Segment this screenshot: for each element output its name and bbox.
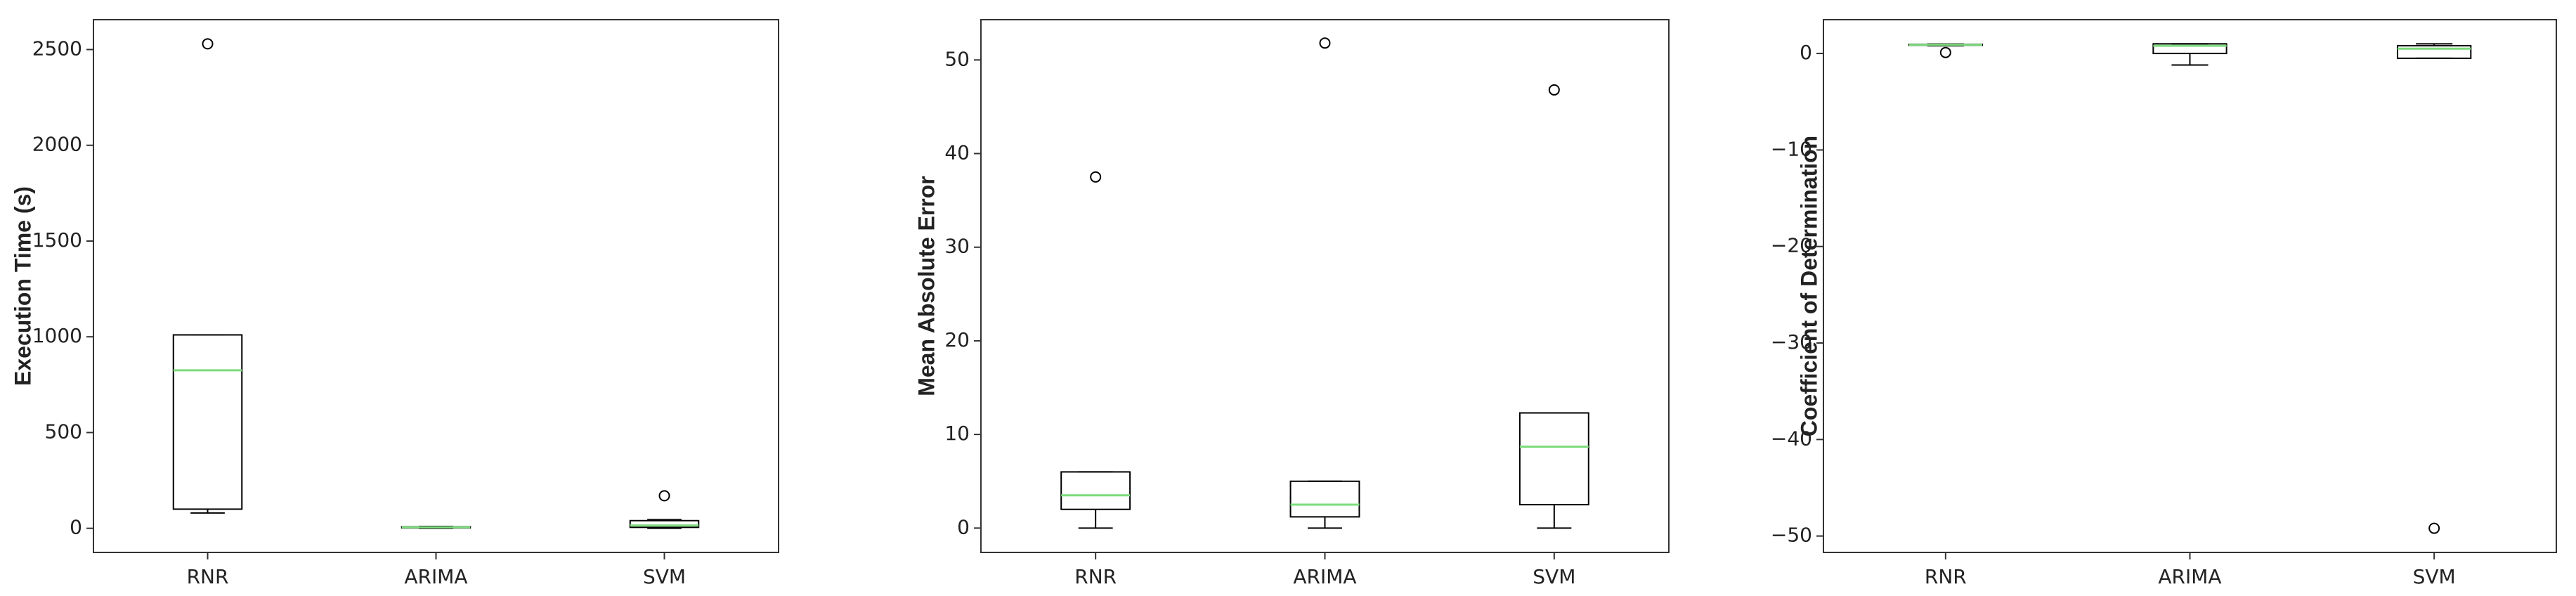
y-tick-label: −40 xyxy=(1771,427,1812,450)
x-tick-label: RNR xyxy=(1925,565,1967,588)
x-tick-label: SVM xyxy=(1533,565,1575,588)
x-tick-label: ARIMA xyxy=(2158,565,2221,588)
x-tick-label: ARIMA xyxy=(404,565,467,588)
y-tick-label: 50 xyxy=(944,47,970,70)
y-tick-label: 0 xyxy=(957,515,970,538)
flier xyxy=(2428,522,2440,534)
y-tick-label: 0 xyxy=(1800,41,1812,64)
flier xyxy=(1090,171,1102,183)
flier xyxy=(1319,37,1331,49)
axes-frame xyxy=(1823,19,2557,553)
axes-frame xyxy=(93,19,779,553)
flier xyxy=(1939,46,1951,58)
y-tick-label: −10 xyxy=(1771,137,1812,160)
box xyxy=(1289,480,1360,518)
y-tick-label: 1500 xyxy=(32,228,82,252)
y-tick-label: 30 xyxy=(944,235,970,258)
y-tick-label: 40 xyxy=(944,141,970,164)
box xyxy=(172,334,243,510)
box xyxy=(2397,45,2472,59)
flier xyxy=(1548,84,1560,96)
y-tick-label: 20 xyxy=(944,328,970,351)
y-axis-label: Coefficient of Determination xyxy=(1796,136,1821,436)
box xyxy=(1518,412,1589,506)
box xyxy=(1060,471,1131,510)
y-tick-label: 0 xyxy=(70,516,82,539)
y-axis-label: Mean Absolute Error xyxy=(913,176,939,396)
x-tick-label: RNR xyxy=(187,565,229,588)
y-tick-label: −50 xyxy=(1771,524,1812,547)
box xyxy=(629,519,700,529)
y-tick-label: 500 xyxy=(45,420,82,443)
y-tick-label: −20 xyxy=(1771,234,1812,257)
y-axis-label: Execution Time (s) xyxy=(10,186,35,386)
y-tick-label: 1000 xyxy=(32,324,82,347)
flier xyxy=(202,38,214,50)
flier xyxy=(658,490,670,502)
y-tick-label: 2500 xyxy=(32,37,82,60)
y-tick-label: −30 xyxy=(1771,330,1812,354)
y-tick-label: 2000 xyxy=(32,133,82,156)
box xyxy=(2152,43,2227,55)
x-tick-label: RNR xyxy=(1074,565,1117,588)
y-tick-label: 10 xyxy=(944,422,970,445)
x-tick-label: SVM xyxy=(643,565,686,588)
x-tick-label: SVM xyxy=(2413,565,2456,588)
x-tick-label: ARIMA xyxy=(1293,565,1356,588)
